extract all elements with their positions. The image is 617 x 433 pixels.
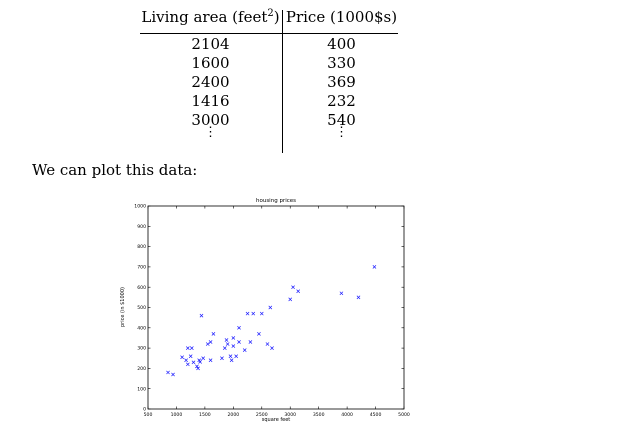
data-point xyxy=(205,342,210,346)
data-point xyxy=(208,358,213,363)
data-points xyxy=(166,265,377,377)
table-row: 1416 232 xyxy=(140,92,398,111)
data-point xyxy=(191,360,196,365)
data-point xyxy=(189,346,194,350)
cell-price: 330 xyxy=(327,54,356,72)
header-rule xyxy=(140,33,398,34)
y-tick-label: 400 xyxy=(137,325,146,331)
data-point xyxy=(356,295,361,300)
plot-frame xyxy=(147,205,405,410)
x-tick-label: 3000 xyxy=(284,412,296,418)
column-divider xyxy=(282,10,283,153)
data-point xyxy=(339,291,344,296)
data-point xyxy=(265,342,270,346)
data-point xyxy=(195,364,199,369)
x-tick-label: 2000 xyxy=(227,412,239,418)
data-point xyxy=(248,340,253,344)
y-tick-label: 300 xyxy=(137,346,146,352)
chart-svg: housing prices 500 1000 1500 2000 2500 3000 35… xyxy=(120,198,410,423)
table-row: 2104 400 xyxy=(140,35,398,54)
x-tick-label: 500 xyxy=(144,412,153,418)
x-axis-label: square feet xyxy=(262,417,291,423)
data-point xyxy=(251,311,256,316)
x-tick-label: 2500 xyxy=(256,412,268,418)
data-point xyxy=(201,356,206,361)
cell-price: 232 xyxy=(327,92,356,110)
cell-living-area: 3000 xyxy=(191,111,230,129)
x-tick-label: 1000 xyxy=(171,412,183,418)
x-tick-label: 1500 xyxy=(199,412,211,418)
cell-price: 400 xyxy=(327,35,356,53)
body-text: We can plot this data: xyxy=(32,161,198,179)
data-point xyxy=(372,265,377,269)
x-tick-label: 4000 xyxy=(341,412,353,418)
data-point xyxy=(222,346,227,350)
cell-price: 369 xyxy=(327,73,356,91)
data-point xyxy=(228,354,233,359)
y-tick-label: 500 xyxy=(137,305,146,311)
data-point xyxy=(225,342,230,346)
y-tick-label: 200 xyxy=(137,366,146,372)
y-tick-label: 900 xyxy=(137,224,146,230)
data-point xyxy=(259,311,264,316)
y-tick-label: 100 xyxy=(137,386,146,392)
data-point xyxy=(220,356,224,361)
table-row: 1600 330 xyxy=(140,54,398,73)
data-point xyxy=(296,289,301,294)
data-point xyxy=(188,354,193,359)
data-point xyxy=(268,305,273,310)
data-point xyxy=(185,362,190,367)
column-header-price: Price (1000$s) xyxy=(285,8,398,26)
y-tick-label: 800 xyxy=(137,244,146,250)
cell-living-area: 1600 xyxy=(191,54,230,72)
data-point xyxy=(166,370,170,375)
data-table: Living area (feet2) Price (1000$s) 2104 … xyxy=(140,6,398,154)
column-header-living-area: Living area (feet2) xyxy=(141,8,280,26)
cell-living-area: 2400 xyxy=(191,73,230,91)
data-point xyxy=(231,336,236,340)
data-point xyxy=(180,355,184,360)
data-point xyxy=(237,340,241,344)
x-tick-label: 3500 xyxy=(313,412,325,418)
y-tick-label: 600 xyxy=(137,285,146,291)
axis-ticks: 500 1000 1500 2000 2500 3000 3500 4000 4500 5000 0… xyxy=(134,204,410,418)
data-point xyxy=(270,346,274,350)
data-point xyxy=(208,340,213,344)
data-point xyxy=(199,313,204,318)
x-tick-label: 4500 xyxy=(370,412,382,418)
data-point xyxy=(245,311,250,316)
y-tick-label: 700 xyxy=(137,265,146,271)
data-point xyxy=(257,332,261,336)
data-point xyxy=(196,366,200,371)
scatter-chart: housing prices 500 1000 1500 2000 2500 3000 35… xyxy=(110,192,420,426)
cell-living-area: 1416 xyxy=(191,92,230,110)
data-point xyxy=(224,338,229,342)
chart-title: housing prices xyxy=(256,198,296,204)
table-row: 2400 369 xyxy=(140,73,398,92)
x-tick-label: 5000 xyxy=(398,412,410,418)
data-point xyxy=(291,285,295,290)
data-point xyxy=(198,360,202,364)
y-tick-label: 0 xyxy=(143,407,146,413)
data-point xyxy=(242,348,247,352)
table-row: 3000 540 xyxy=(140,111,398,130)
continuation-dots-right: ⋮ xyxy=(335,125,348,140)
data-point xyxy=(231,344,236,348)
y-axis-label: price (in $1000) xyxy=(120,287,126,327)
data-point xyxy=(288,297,293,302)
cell-living-area: 2104 xyxy=(191,35,230,53)
data-point xyxy=(184,358,188,363)
continuation-dots-left: ⋮ xyxy=(204,125,217,140)
y-tick-label: 1000 xyxy=(134,204,146,210)
data-point xyxy=(237,325,241,330)
data-point xyxy=(171,372,175,377)
data-point xyxy=(229,358,234,363)
data-point xyxy=(211,332,216,336)
cell-price: 540 xyxy=(327,111,356,129)
data-point xyxy=(234,354,239,359)
data-point xyxy=(185,346,190,350)
